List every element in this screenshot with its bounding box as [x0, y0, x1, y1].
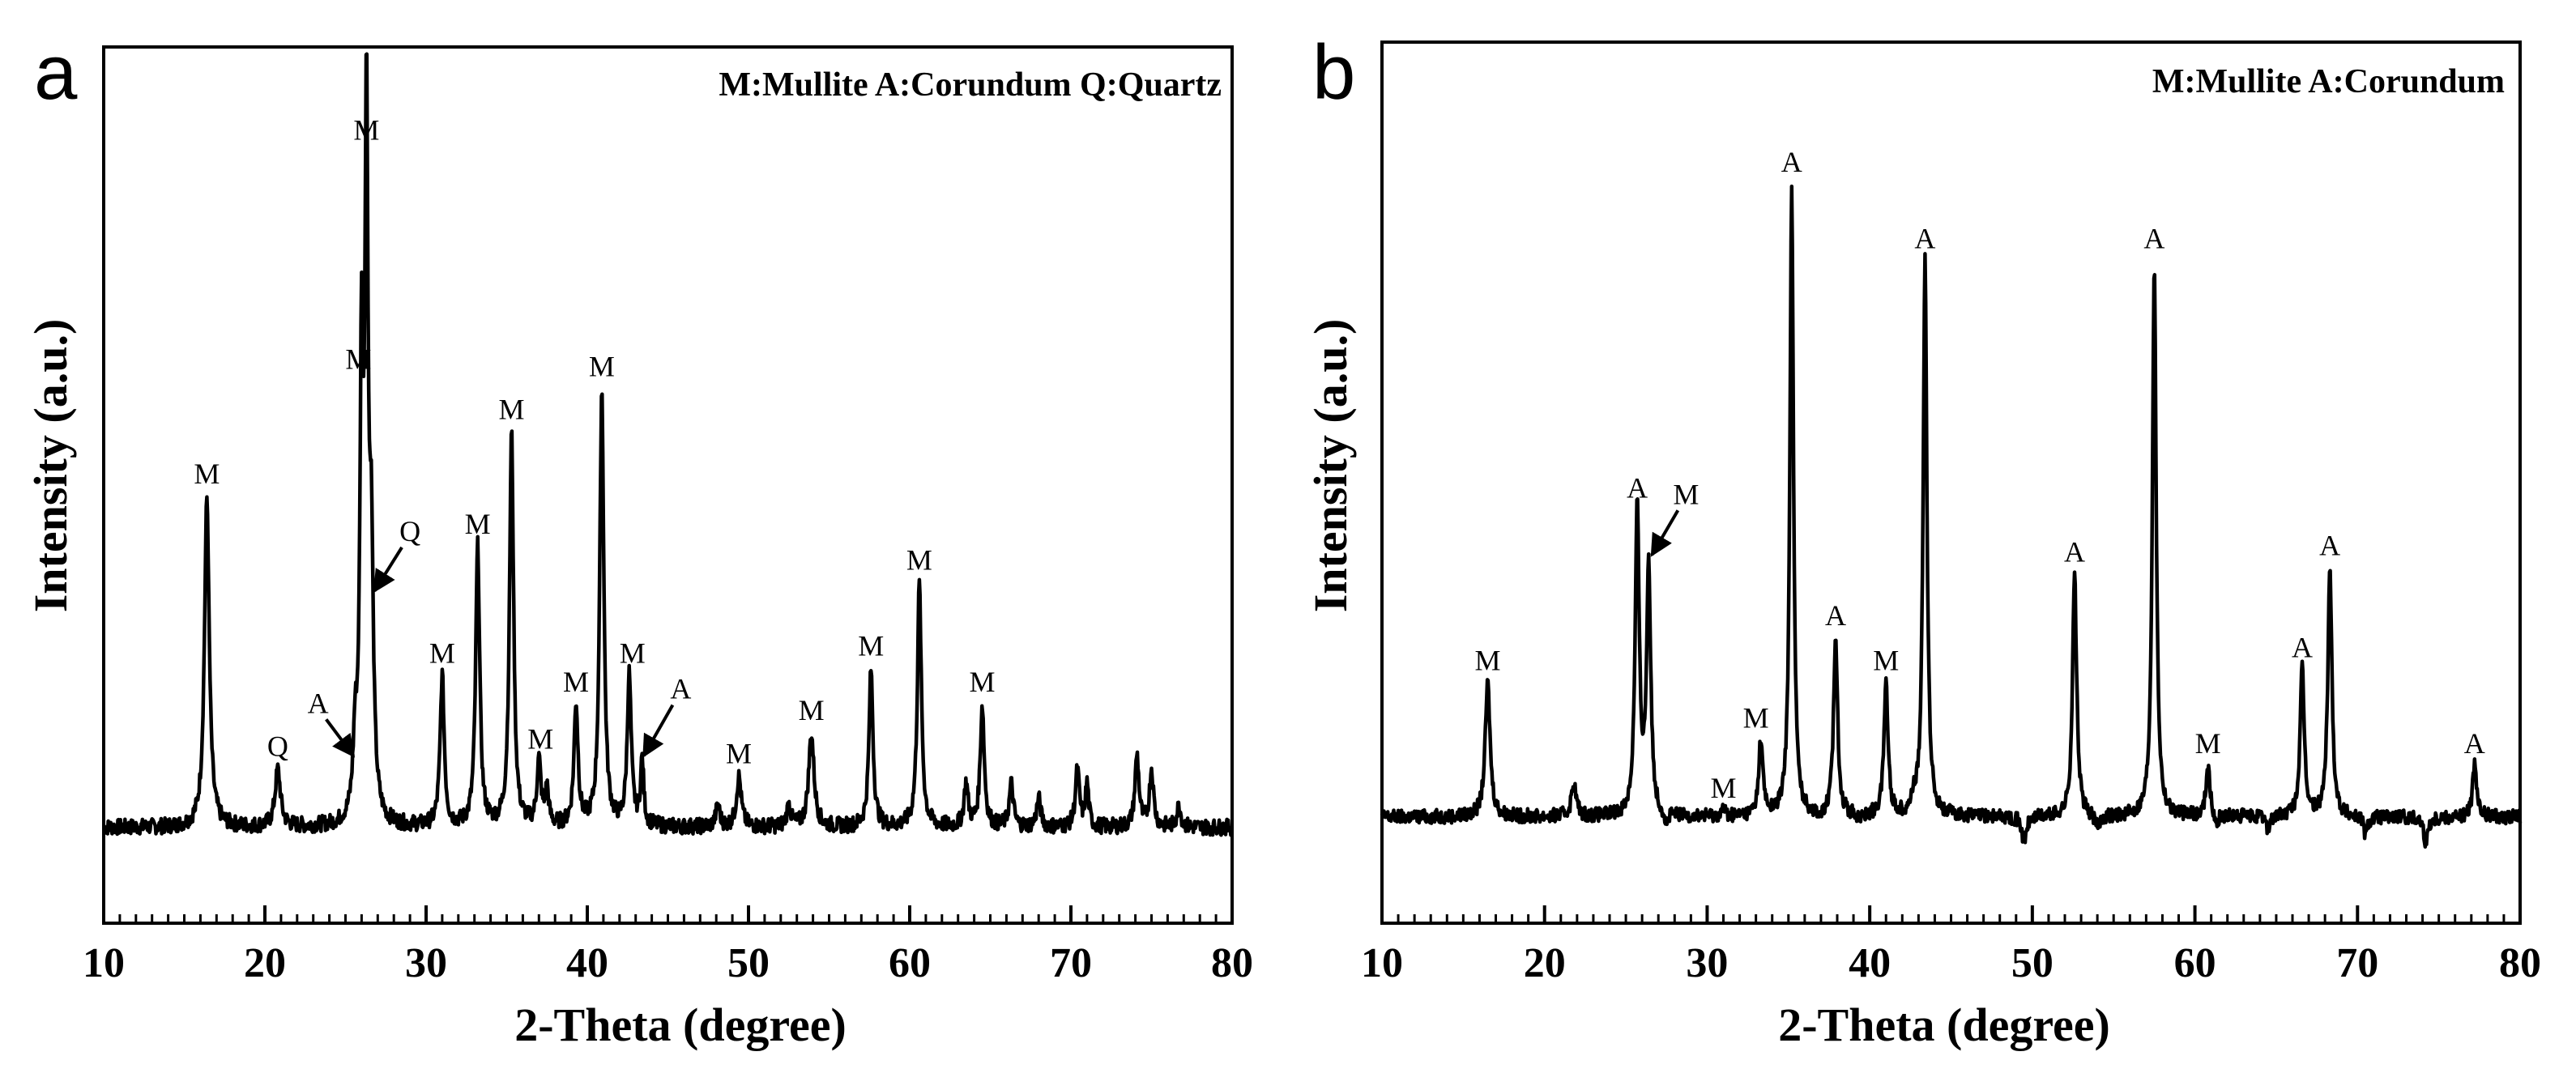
arrow-phase-label: A — [308, 687, 329, 719]
peak-phase-label: A — [1825, 599, 1846, 632]
peak-phase-label: M — [970, 666, 996, 698]
x-axis-label: 2-Theta (degree) — [1778, 998, 2110, 1051]
arrow-phase-label: A — [670, 673, 691, 705]
x-tick-label: 60 — [2174, 940, 2216, 986]
legend-text: M:Mullite A:Corundum Q:Quartz — [719, 66, 1222, 104]
peak-phase-label: M — [465, 508, 491, 540]
peak-phase-label: M — [906, 543, 932, 576]
x-tick-label: 60 — [889, 940, 931, 986]
peak-phase-label: M — [1743, 701, 1769, 734]
annotation-arrow — [373, 546, 403, 594]
x-tick-label: 40 — [1849, 940, 1891, 986]
peak-phase-label: M — [429, 637, 455, 669]
panel-label: a — [34, 29, 78, 116]
peak-phase-label: M — [1474, 644, 1500, 676]
peak-phase-label: A — [2143, 223, 2164, 255]
arrow-phase-label: M — [1673, 478, 1699, 510]
peak-phase-label: M — [799, 694, 825, 726]
peak-phase-label: M — [1710, 772, 1736, 804]
x-tick-label: 40 — [566, 940, 608, 986]
peak-phase-label: Q — [267, 730, 288, 762]
peak-phase-label: M — [2195, 727, 2221, 760]
peak-phase-label: M — [353, 113, 379, 146]
peak-phase-label: A — [1914, 223, 1935, 255]
arrow-phase-label: Q — [399, 515, 420, 547]
panel-b-chart: b M:Mullite A:Corundum 2-Theta (degree) … — [1304, 29, 2541, 1051]
x-tick-label: 80 — [1211, 940, 1253, 986]
y-axis-label: Intensity (a.u.) — [24, 319, 77, 613]
xrd-pattern-line — [102, 52, 1235, 837]
plot-frame — [1380, 40, 2522, 925]
x-tick-label: 10 — [1361, 940, 1403, 986]
peak-phase-label: M — [194, 458, 220, 490]
peak-phase-label: M — [498, 393, 524, 425]
annotation-arrow — [325, 718, 356, 758]
annotation-arrow — [642, 704, 675, 758]
x-tick-label: 10 — [83, 940, 125, 986]
x-axis-label: 2-Theta (degree) — [514, 998, 847, 1051]
peak-phase-label: M — [620, 637, 646, 669]
xrd-pattern-line — [1380, 184, 2523, 849]
x-tick-label: 30 — [1686, 940, 1728, 986]
peak-phase-label: M — [527, 723, 553, 756]
plot-frame — [102, 45, 1234, 925]
peak-phase-label: A — [1627, 471, 1648, 504]
peak-phase-label: M — [589, 350, 615, 382]
peak-phase-label: A — [2319, 529, 2340, 561]
peak-phase-label: M — [345, 343, 371, 376]
x-tick-label: 50 — [727, 940, 770, 986]
y-axis-label: Intensity (a.u.) — [1304, 319, 1357, 613]
x-tick-label: 30 — [405, 940, 447, 986]
panel-a-chart: a M:Mullite A:Corundum Q:Quartz 2-Theta … — [24, 29, 1253, 1051]
annotation-arrow — [1650, 509, 1680, 557]
peak-phase-label: M — [563, 666, 589, 698]
peak-phase-label: M — [726, 737, 752, 769]
peak-phase-label: A — [2464, 727, 2485, 760]
x-tick-label: 80 — [2499, 940, 2541, 986]
legend-text: M:Mullite A:Corundum — [2152, 63, 2505, 100]
peak-phase-label: A — [1781, 146, 1802, 178]
x-tick-label: 20 — [1524, 940, 1566, 986]
peak-phase-label: M — [858, 630, 884, 662]
x-tick-label: 20 — [244, 940, 286, 986]
panel-label: b — [1312, 29, 1355, 116]
x-tick-label: 50 — [2011, 940, 2054, 986]
x-tick-label: 70 — [2336, 940, 2378, 986]
peak-phase-label: A — [2292, 632, 2313, 664]
peak-phase-label: M — [1873, 644, 1899, 676]
peak-phase-label: A — [2064, 535, 2085, 568]
x-tick-label: 70 — [1050, 940, 1092, 986]
